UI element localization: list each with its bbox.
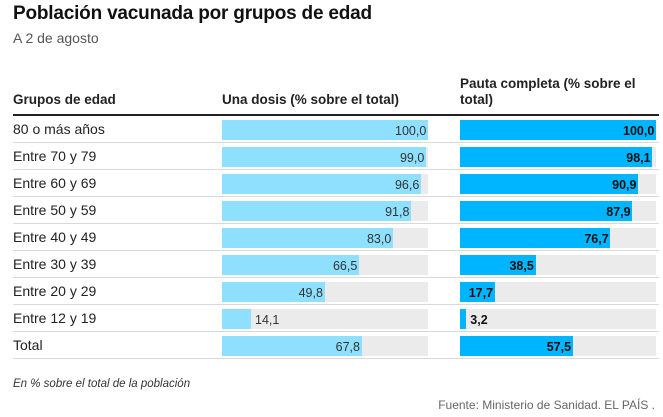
una-dosis-track: 67,8 [222,336,428,356]
una-dosis-bar [222,336,362,356]
category-label: Total [13,337,43,353]
header-rule [13,114,659,116]
una-dosis-value-label: 96,6 [394,178,420,192]
una-dosis-value-label: 91,8 [385,205,410,219]
table-row: Entre 12 y 19 14,1 3,2 [13,305,659,332]
una-dosis-bar [222,174,421,194]
category-label: Entre 70 y 79 [13,148,97,164]
category-label: 80 o más años [13,121,105,137]
pauta-completa-track: 98,1 [460,147,656,167]
pauta-completa-bar [460,147,653,167]
una-dosis-value-label: 67,8 [335,340,360,354]
pauta-completa-bar [460,282,495,302]
pauta-completa-track: 38,5 [460,255,656,275]
una-dosis-track: 91,8 [222,201,428,221]
una-dosis-track: 14,1 [222,309,428,329]
una-dosis-value-label: 14,1 [255,313,280,327]
pauta-completa-track: 100,0 [460,120,656,140]
pauta-completa-bar [460,120,656,140]
pauta-completa-value-label: 76,7 [584,232,609,246]
una-dosis-track: 96,6 [222,174,428,194]
table-row: Entre 40 y 49 83,0 76,7 [13,224,659,251]
pauta-completa-bar [460,255,536,275]
una-dosis-bar [222,201,412,221]
pauta-completa-value-label: 98,1 [626,151,651,165]
pauta-completa-track: 76,7 [460,228,656,248]
table-row: 80 o más años 100,0 100,0 [13,116,659,143]
pauta-completa-value-label: 100,0 [623,124,655,138]
una-dosis-bar [222,255,359,275]
source-credit: Fuente: Ministerio de Sanidad. EL PAÍS . [438,398,655,412]
pauta-completa-value-label: 17,7 [468,286,494,300]
una-dosis-bar [222,309,251,329]
una-dosis-bar [222,228,393,248]
column-header-pauta-completa: Pauta completa (% sobre el total) [460,76,636,107]
pauta-completa-bar [460,309,467,329]
una-dosis-value-label: 66,5 [332,259,358,273]
una-dosis-track: 49,8 [222,282,428,302]
una-dosis-value-label: 83,0 [366,232,392,246]
category-label: Entre 30 y 39 [13,256,97,272]
pauta-completa-value-label: 3,2 [470,313,488,327]
column-header-una-dosis: Una dosis (% sobre el total) [222,92,400,107]
category-label: Entre 40 y 49 [13,229,97,245]
una-dosis-value-label: 99,0 [399,151,425,165]
una-dosis-track: 66,5 [222,255,428,275]
una-dosis-value-label: 100,0 [395,124,427,138]
chart-title: Población vacunada por grupos de edad [13,3,372,24]
una-dosis-value-label: 49,8 [298,286,323,300]
pauta-completa-bar [460,228,611,248]
column-header-group: Grupos de edad [13,92,116,107]
una-dosis-track: 83,0 [222,228,428,248]
una-dosis-bar [222,120,428,140]
pauta-completa-bar [460,336,573,356]
category-label: Entre 20 y 29 [13,283,97,299]
una-dosis-track: 99,0 [222,147,428,167]
category-label: Entre 60 y 69 [13,175,97,191]
pauta-completa-track: 17,7 [460,282,656,302]
table-row: Entre 70 y 79 99,0 98,1 [13,143,659,170]
table-row: Entre 50 y 59 91,8 87,9 [13,197,659,224]
pauta-completa-track: 57,5 [460,336,656,356]
pauta-completa-bar [460,201,633,221]
chart-subtitle: A 2 de agosto [13,30,99,46]
category-label: Entre 50 y 59 [13,202,97,218]
table-row: Entre 30 y 39 66,5 38,5 [13,251,659,278]
pauta-completa-track: 87,9 [460,201,656,221]
pauta-completa-bar [460,174,639,194]
una-dosis-bar [222,282,325,302]
table-row: Entre 20 y 29 49,8 17,7 [13,278,659,305]
pauta-completa-track: 3,2 [460,309,656,329]
una-dosis-bar [222,147,426,167]
footnote: En % sobre el total de la población [13,378,191,390]
pauta-completa-track: 90,9 [460,174,656,194]
pauta-completa-value-label: 90,9 [612,178,637,192]
category-label: Entre 12 y 19 [13,310,97,326]
pauta-completa-value-label: 38,5 [509,259,534,273]
una-dosis-track: 100,0 [222,120,428,140]
table-row: Total 67,8 57,5 [13,332,659,359]
pauta-completa-value-label: 57,5 [546,340,572,354]
table-row: Entre 60 y 69 96,6 90,9 [13,170,659,197]
pauta-completa-value-label: 87,9 [606,205,631,219]
